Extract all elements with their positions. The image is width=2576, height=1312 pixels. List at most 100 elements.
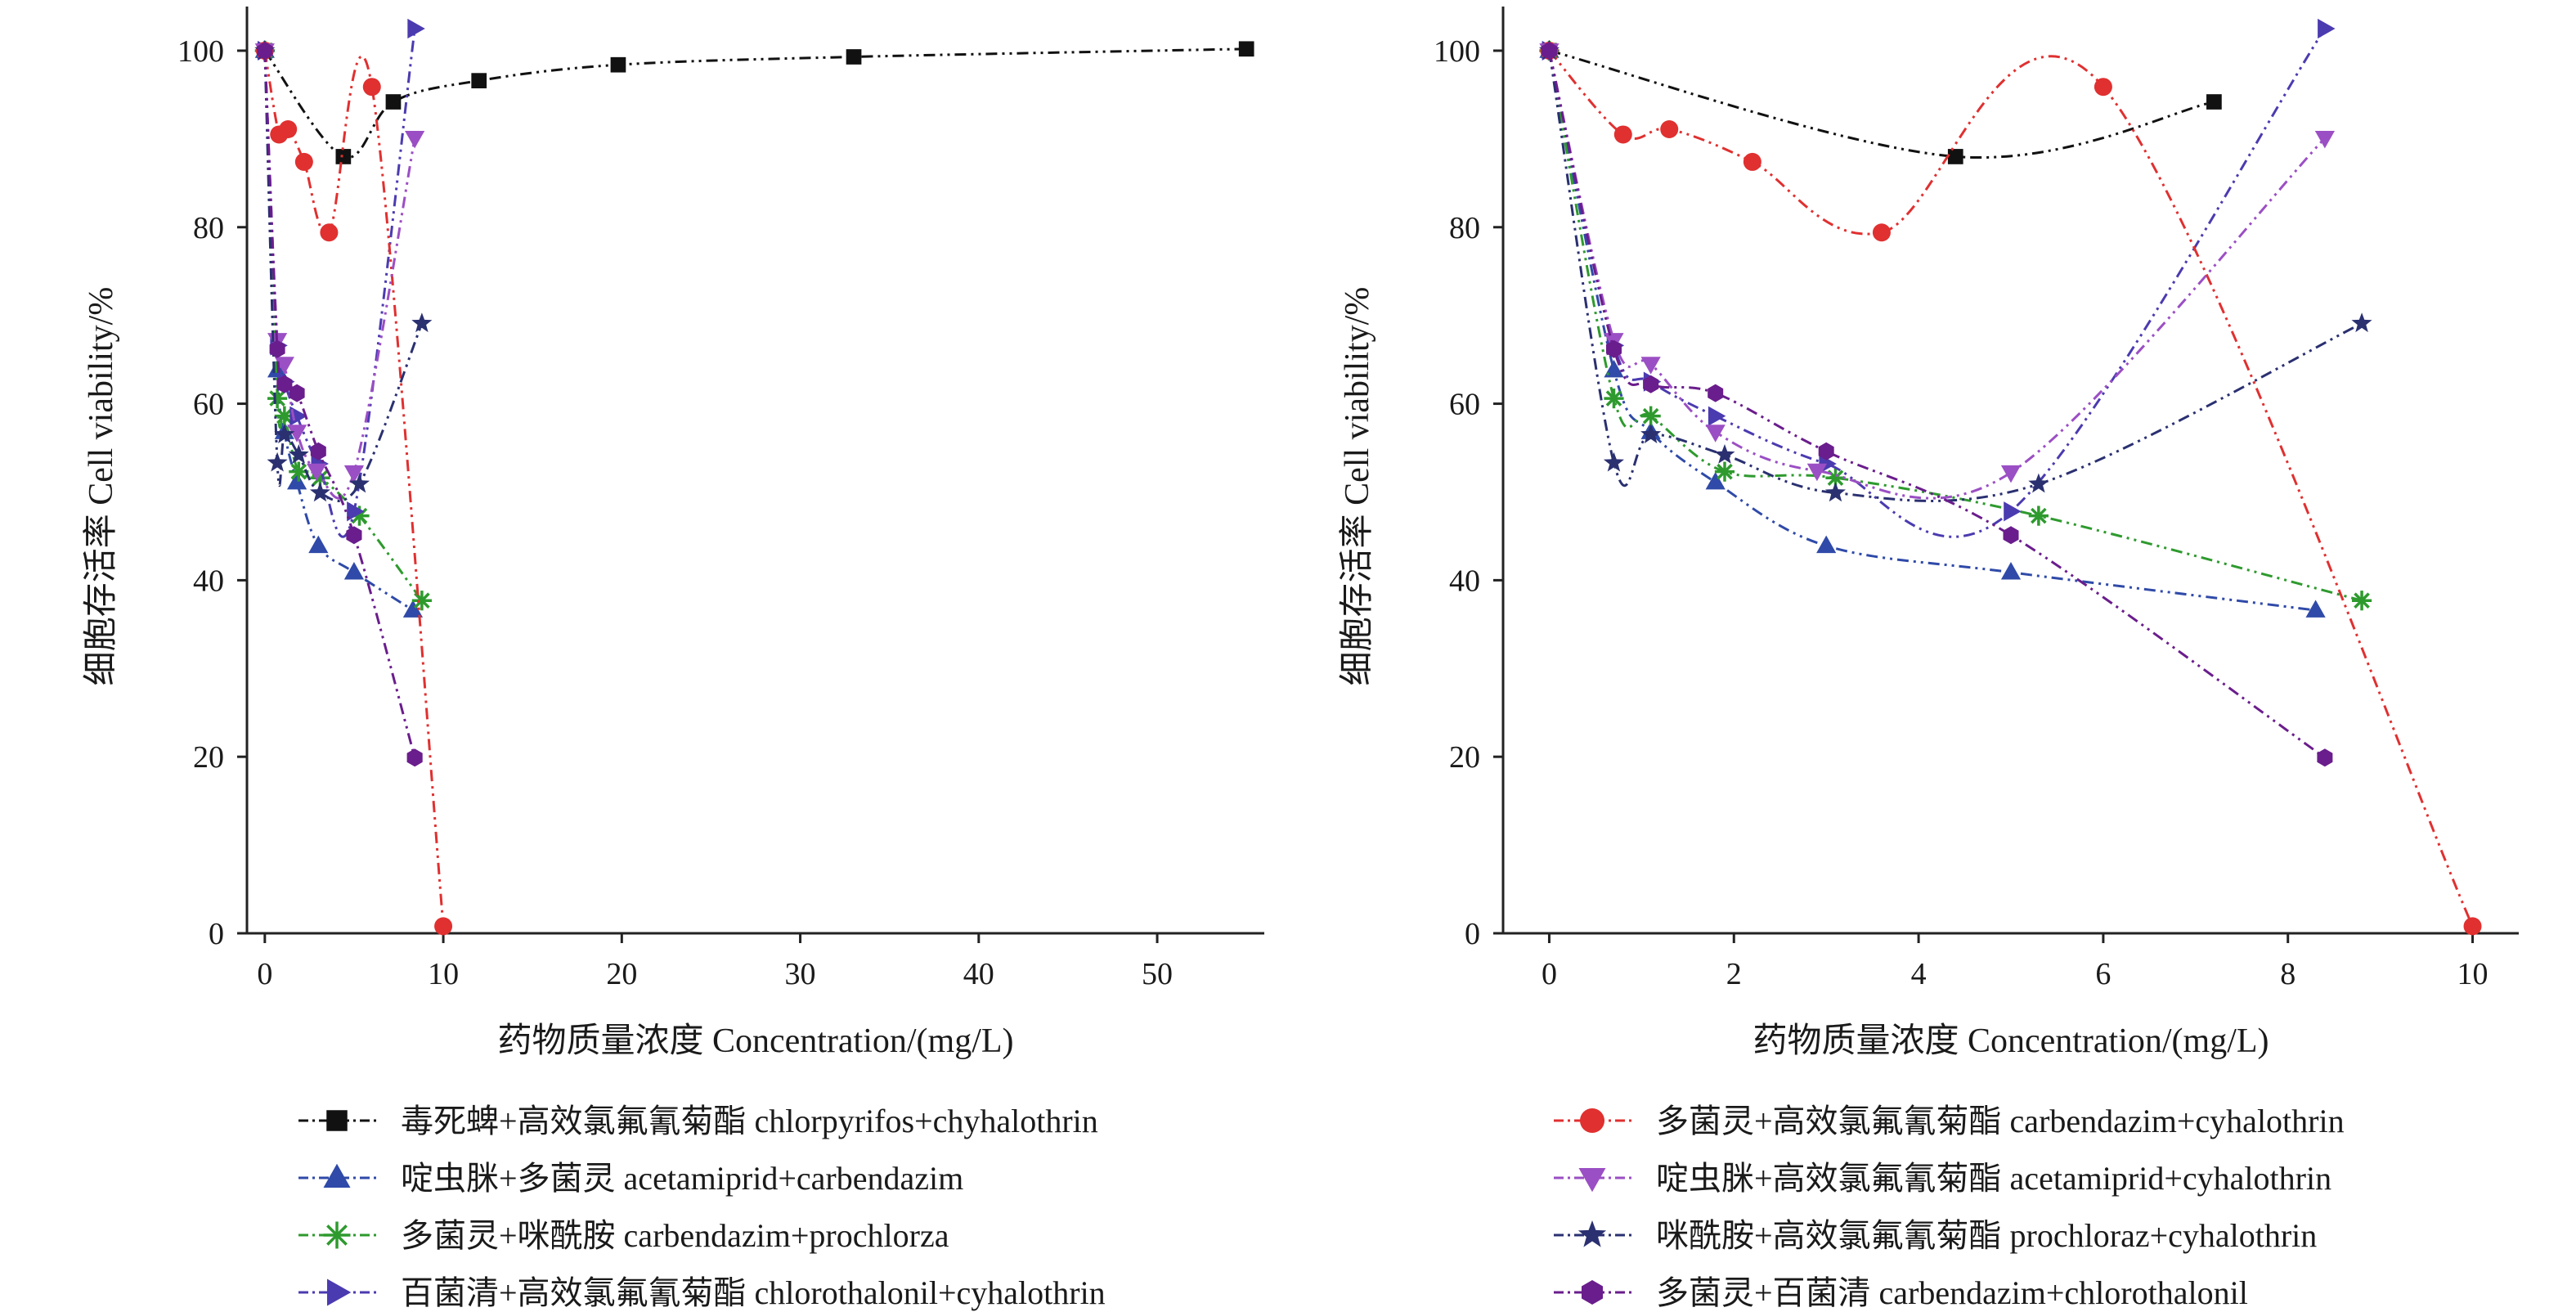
right-x-tick-label: 0 [1542, 957, 1557, 991]
left-legend-label: 毒死蜱+高效氯氟氰菊酯 chlorpyrifos+chyhalothrin [401, 1103, 1098, 1139]
left-point-carbendazim_chlorothalonil [346, 526, 362, 545]
left-point-carbendazim_prochloraz [411, 591, 432, 611]
left-y-tick-label: 60 [193, 388, 224, 422]
right-legend-label: 多菌灵+高效氯氟氰菊酯 carbendazim+cyhalothrin [1656, 1103, 2345, 1139]
right-legend-label: 咪酰胺+高效氯氟氰菊酯 prochloraz+cyhalothrin [1656, 1217, 2317, 1254]
right-point-chlorothalonil_cyhalothrin [1708, 406, 1726, 426]
right-x-axis-title: 药物质量浓度 Concentration/(mg/L) [1752, 1022, 2269, 1060]
left-point-carbendazim_chlorothalonil [406, 748, 423, 767]
left-y-tick-label: 20 [193, 740, 224, 775]
left-point-carbendazim_chlorothalonil [310, 442, 326, 461]
right-point-prochloraz_cyhalothrin [2351, 312, 2372, 333]
left-point-acetamiprid_carbendazim [343, 562, 365, 580]
left-line-acetamiprid_cyhalothrin [263, 50, 416, 500]
right-line-chlorpyrifos [1549, 49, 2215, 159]
left-x-tick-label: 30 [785, 957, 816, 991]
left-point-acetamiprid_cyhalothrin [287, 425, 307, 443]
left-point-acetamiprid_carbendazim [287, 471, 307, 490]
left-point-carbendazim_cyhalothrin [294, 152, 313, 171]
right-legend-marker [1577, 1220, 1607, 1247]
right-point-carbendazim_cyhalothrin [2463, 917, 2482, 936]
left-legend-item-chlorpyrifos-chyhalothrin: 毒死蜱+高效氯氟氰菊酯 chlorpyrifos+chyhalothrin [298, 1103, 1098, 1139]
right-y-tick-label: 40 [1449, 564, 1480, 598]
right-point-acetamiprid_carbendazim [2305, 600, 2326, 618]
left-legend: 毒死蜱+高效氯氟氰菊酯 chlorpyrifos+chyhalothrin 啶虫脒… [298, 1103, 1106, 1311]
right-point-carbendazim_chlorothalonil [1541, 42, 1557, 60]
left-legend-label: 百菌清+高效氯氟氰菊酯 chlorothalonil+cyhalothrin [401, 1274, 1106, 1311]
right-point-chlorpyrifos [1947, 149, 1963, 164]
right-point-carbendazim_chlorothalonil [1643, 375, 1659, 393]
right-series-carbendazim_cyhalothrin [1540, 41, 2482, 936]
left-y-tick-label: 40 [193, 564, 224, 598]
left-chart-panel: 0 10 20 30 40 50 0 20 40 60 80 100 药物质量浓度 Concentrat… [82, 7, 1264, 1060]
right-legend-marker [1582, 1280, 1603, 1305]
left-point-prochloraz_cyhalothrin [274, 424, 295, 443]
left-point-chlorothalonil_cyhalothrin [407, 18, 425, 39]
left-point-acetamiprid_carbendazim [308, 535, 329, 554]
left-point-acetamiprid_cyhalothrin [307, 463, 327, 482]
left-point-prochloraz_cyhalothrin [267, 452, 288, 472]
left-point-acetamiprid_carbendazim [402, 600, 424, 618]
left-point-chlorpyrifos [846, 49, 862, 65]
right-point-prochloraz_cyhalothrin [1640, 424, 1662, 443]
right-point-prochloraz_cyhalothrin [1603, 452, 1624, 472]
left-point-acetamiprid_cyhalothrin [343, 465, 365, 483]
right-point-chlorothalonil_cyhalothrin [2004, 501, 2022, 522]
right-legend: 多菌灵+高效氯氟氰菊酯 carbendazim+cyhalothrin 啶虫脒+高… [1554, 1103, 2345, 1311]
right-series-carbendazim_chlorothalonil [1541, 42, 2333, 767]
right-y-tick-label: 60 [1449, 388, 1480, 422]
left-y-tick-label: 80 [193, 211, 224, 245]
right-x-tick-label: 10 [2457, 957, 2488, 991]
left-x-tick-label: 20 [606, 957, 637, 991]
right-series-prochloraz_cyhalothrin [1538, 39, 2372, 502]
left-point-chlorpyrifos [471, 73, 487, 88]
left-point-carbendazim_cyhalothrin [434, 917, 453, 936]
right-point-carbendazim_prochloraz [2028, 505, 2049, 526]
right-series-acetamiprid_carbendazim [1539, 40, 2326, 618]
right-x-tick-label: 4 [1911, 957, 1927, 991]
right-point-chlorpyrifos [2206, 94, 2222, 110]
left-legend-item-acetamiprid-carbendazim: 啶虫脒+多菌灵 acetamiprid+carbendazim [298, 1160, 963, 1197]
left-point-carbendazim_chlorothalonil [276, 375, 293, 393]
left-point-chlorpyrifos [1238, 41, 1254, 57]
left-point-prochloraz_cyhalothrin [309, 482, 330, 502]
left-point-chlorothalonil_cyhalothrin [289, 406, 307, 426]
right-legend-marker [1578, 1168, 1606, 1193]
right-point-prochloraz_cyhalothrin [2028, 473, 2049, 493]
right-line-prochloraz_cyhalothrin [1548, 50, 2363, 502]
right-point-acetamiprid_cyhalothrin [1705, 425, 1726, 443]
left-series-chlorpyrifos [257, 41, 1254, 164]
right-legend-item-prochloraz-cyhalothrin: 咪酰胺+高效氯氟氰菊酯 prochloraz+cyhalothrin [1554, 1217, 2317, 1254]
right-point-carbendazim_prochloraz [1640, 406, 1661, 426]
right-series-chlorpyrifos [1542, 43, 2222, 164]
left-legend-marker [326, 1110, 348, 1131]
left-point-acetamiprid_cyhalothrin [274, 357, 294, 375]
right-legend-label: 多菌灵+百菌清 carbendazim+chlorothalonil [1656, 1274, 2248, 1311]
left-point-chlorpyrifos [335, 149, 352, 164]
left-legend-item-chlorothalonil-cyhalothrin: 百菌清+高效氯氟氰菊酯 chlorothalonil+cyhalothrin [298, 1274, 1106, 1311]
right-point-acetamiprid_cyhalothrin [2000, 465, 2022, 483]
right-y-tick-label: 20 [1449, 740, 1480, 775]
left-point-carbendazim_chlorothalonil [257, 42, 273, 60]
left-y-tick-label: 100 [177, 34, 224, 69]
left-point-prochloraz_cyhalothrin [288, 444, 309, 464]
left-point-acetamiprid_carbendazim [267, 359, 288, 378]
left-point-chlorpyrifos [610, 56, 626, 73]
left-point-prochloraz_cyhalothrin [411, 312, 433, 333]
right-point-carbendazim_chlorothalonil [2317, 748, 2333, 767]
left-line-chlorpyrifos [263, 47, 1247, 160]
left-x-axis-title: 药物质量浓度 Concentration/(mg/L) [497, 1022, 1013, 1060]
left-point-carbendazim_chlorothalonil [289, 384, 305, 402]
right-legend-item-carbendazim-cyhalothrin: 多菌灵+高效氯氟氰菊酯 carbendazim+cyhalothrin [1554, 1103, 2345, 1139]
left-legend-marker [327, 1278, 352, 1306]
left-point-carbendazim_prochloraz [274, 406, 294, 426]
left-point-acetamiprid_cyhalothrin [405, 130, 425, 149]
right-point-acetamiprid_carbendazim [1705, 471, 1726, 490]
right-x-tick-label: 6 [2095, 957, 2111, 991]
right-y-axis-title: 细胞存活率 Cell viability/% [1338, 287, 1376, 686]
right-point-acetamiprid_cyhalothrin [1806, 463, 1827, 482]
right-point-acetamiprid_carbendazim [1816, 535, 1837, 554]
left-y-tick-label: 0 [209, 917, 224, 951]
